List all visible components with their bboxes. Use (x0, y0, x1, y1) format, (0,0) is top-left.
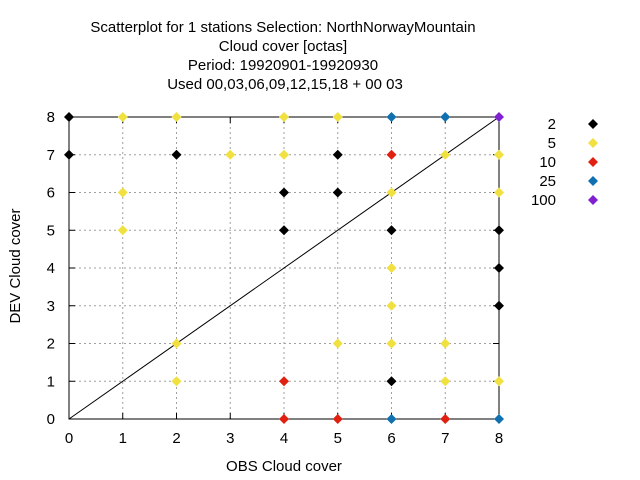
y-tick-label: 5 (47, 222, 55, 239)
data-point-5 (494, 149, 504, 160)
title-line-4: Used 00,03,06,09,12,15,18 + 00 03 (167, 76, 403, 93)
data-point-5 (494, 187, 504, 198)
data-point-5 (386, 300, 397, 311)
data-point-25 (440, 112, 451, 122)
data-point-2 (386, 376, 397, 387)
legend-label: 5 (548, 135, 556, 152)
legend-marker (588, 195, 598, 205)
data-point-2 (494, 300, 504, 311)
title-line-1: Scatterplot for 1 stations Selection: No… (90, 19, 475, 36)
data-point-5 (279, 112, 289, 122)
data-point-100 (494, 112, 504, 122)
data-point-10 (279, 414, 289, 424)
x-tick-label: 2 (172, 430, 180, 447)
title-line-2: Cloud cover [octas] (219, 38, 347, 55)
y-tick-label: 6 (47, 185, 55, 202)
y-axis-label: DEV Cloud cover (7, 208, 24, 323)
data-point-5 (117, 112, 128, 122)
data-point-5 (440, 376, 451, 387)
data-point-5 (332, 112, 343, 122)
data-point-2 (64, 149, 74, 160)
title-line-3: Period: 19920901-19920930 (188, 57, 378, 74)
y-tick-label: 0 (47, 411, 55, 428)
legend-label: 25 (539, 173, 556, 190)
data-points (64, 112, 504, 424)
x-tick-label: 4 (280, 430, 288, 447)
y-tick-label: 3 (47, 298, 55, 315)
data-point-5 (117, 225, 128, 236)
x-tick-labels: 0 1 2 3 4 5 6 7 8 (65, 430, 503, 447)
x-tick-label: 7 (441, 430, 449, 447)
legend-label: 10 (539, 154, 556, 171)
data-point-25 (494, 414, 504, 424)
data-point-2 (494, 225, 504, 236)
data-point-2 (279, 187, 289, 198)
diagonal-line (68, 116, 500, 420)
data-point-5 (171, 112, 182, 122)
data-point-5 (386, 187, 397, 198)
data-point-5 (279, 149, 289, 160)
legend-marker (588, 138, 598, 148)
x-axis-label: OBS Cloud cover (226, 458, 342, 475)
data-point-2 (386, 225, 397, 236)
data-point-2 (171, 149, 182, 160)
data-point-25 (386, 414, 397, 424)
data-point-10 (279, 376, 289, 387)
x-tick-label: 8 (495, 430, 503, 447)
y-tick-label: 4 (47, 260, 55, 277)
data-point-5 (225, 149, 236, 160)
data-point-5 (117, 187, 128, 198)
data-point-5 (386, 338, 397, 349)
y-tick-label: 8 (47, 109, 55, 126)
data-point-10 (386, 149, 397, 160)
x-tick-label: 6 (387, 430, 395, 447)
data-point-5 (494, 376, 504, 387)
data-point-2 (64, 112, 74, 122)
legend-label: 100 (531, 192, 556, 209)
y-tick-labels: 0 1 2 3 4 5 6 7 8 (47, 109, 55, 428)
one-to-one-line (68, 116, 500, 420)
x-tick-label: 5 (334, 430, 342, 447)
data-point-5 (171, 376, 182, 387)
data-point-10 (332, 414, 343, 424)
y-tick-label: 1 (47, 373, 55, 390)
legend-marker (588, 176, 598, 186)
legend-label: 2 (548, 116, 556, 133)
data-point-2 (332, 187, 343, 198)
data-point-2 (279, 225, 289, 236)
x-tick-label: 3 (226, 430, 234, 447)
data-point-5 (171, 338, 182, 349)
data-point-5 (332, 338, 343, 349)
chart-title: Scatterplot for 1 stations Selection: No… (90, 19, 475, 93)
y-tick-label: 2 (47, 336, 55, 353)
data-point-5 (440, 149, 451, 160)
data-point-25 (386, 112, 397, 122)
x-tick-label: 1 (119, 430, 127, 447)
data-point-5 (440, 338, 451, 349)
legend-marker (588, 119, 598, 129)
legend-marker (588, 157, 598, 167)
data-point-5 (386, 263, 397, 273)
x-tick-label: 0 (65, 430, 73, 447)
data-point-2 (332, 149, 343, 160)
data-point-2 (494, 263, 504, 273)
data-point-10 (440, 414, 451, 424)
y-tick-label: 7 (47, 147, 55, 164)
